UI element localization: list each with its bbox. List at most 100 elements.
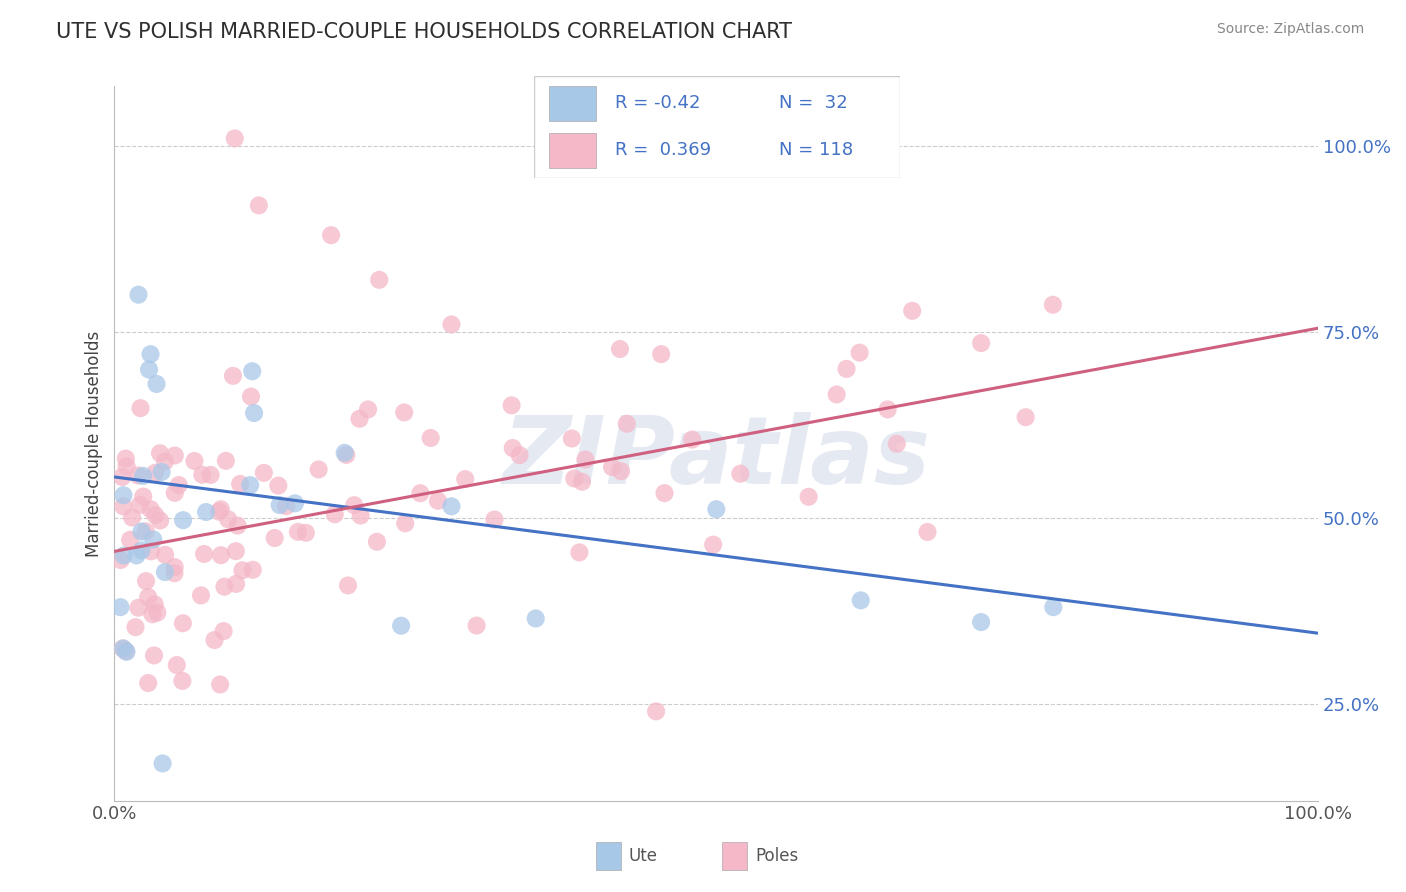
Point (146, 606, 169, 620)
Point (392, 405, 415, 419)
Point (149, 446, 172, 460)
Point (440, 318, 463, 332)
Point (114, 451, 136, 466)
Point (204, 633, 226, 648)
Point (287, 524, 309, 539)
Point (337, 578, 360, 592)
Point (163, 449, 186, 463)
Point (702, 538, 724, 552)
Point (212, 624, 235, 639)
Point (704, 502, 727, 516)
Point (502, 441, 524, 455)
Point (136, 676, 159, 690)
Bar (596, 842, 621, 870)
Point (269, 498, 291, 512)
Point (276, 500, 298, 514)
Point (440, 500, 463, 514)
Point (1042, 600, 1064, 615)
Point (333, 446, 356, 460)
Point (389, 618, 412, 632)
Bar (548, 133, 596, 168)
Point (616, 417, 638, 431)
Point (112, 641, 135, 656)
Point (568, 545, 591, 559)
Point (419, 431, 441, 445)
Point (574, 452, 596, 467)
Point (970, 615, 993, 629)
Point (193, 547, 215, 561)
Point (163, 560, 186, 574)
Point (121, 510, 143, 524)
Point (730, 467, 752, 481)
Point (131, 524, 153, 539)
Point (225, 544, 247, 558)
Point (231, 563, 253, 577)
Point (465, 618, 488, 632)
Point (323, 507, 346, 521)
Point (152, 756, 174, 771)
Point (112, 488, 135, 502)
Point (319, 228, 342, 243)
Point (284, 496, 307, 510)
Text: Poles: Poles (755, 847, 799, 865)
Point (153, 548, 176, 562)
Point (654, 486, 676, 500)
Point (524, 611, 547, 625)
Point (110, 553, 132, 567)
Point (368, 273, 391, 287)
Point (183, 454, 205, 468)
Point (153, 454, 176, 468)
Point (650, 347, 672, 361)
Point (125, 549, 148, 563)
Point (209, 502, 232, 516)
Point (200, 467, 222, 482)
Point (208, 505, 231, 519)
Bar (723, 842, 748, 870)
Point (225, 577, 247, 591)
Point (167, 478, 190, 492)
Point (562, 471, 585, 485)
Point (127, 600, 149, 615)
Point (239, 478, 262, 492)
Point (901, 303, 924, 318)
Point (226, 518, 249, 533)
Point (129, 401, 152, 416)
Point (143, 598, 166, 612)
Point (797, 490, 820, 504)
Point (145, 376, 167, 391)
Point (163, 485, 186, 500)
Point (115, 459, 138, 474)
Point (349, 411, 371, 425)
Bar (548, 87, 596, 121)
Point (409, 486, 432, 500)
Point (848, 345, 870, 359)
Point (917, 524, 939, 539)
Point (253, 466, 276, 480)
Point (209, 548, 232, 562)
Point (454, 472, 477, 486)
Text: UTE VS POLISH MARRIED-COUPLE HOUSEHOLDS CORRELATION CHART: UTE VS POLISH MARRIED-COUPLE HOUSEHOLDS … (56, 22, 792, 42)
Point (115, 644, 138, 658)
Point (135, 524, 157, 539)
Point (222, 368, 245, 383)
Text: ZIPatlas: ZIPatlas (502, 412, 931, 504)
Point (142, 533, 165, 547)
Point (127, 468, 149, 483)
Point (484, 512, 506, 526)
Point (190, 588, 212, 602)
Point (240, 364, 263, 378)
Point (242, 563, 264, 577)
Point (143, 466, 166, 480)
Point (394, 516, 416, 531)
Point (139, 347, 162, 361)
Point (600, 460, 623, 475)
Point (243, 406, 266, 420)
Point (139, 502, 162, 516)
Point (247, 198, 270, 212)
Point (124, 620, 146, 634)
Point (876, 402, 898, 417)
Text: Source: ZipAtlas.com: Source: ZipAtlas.com (1216, 22, 1364, 37)
Point (111, 641, 134, 656)
Point (267, 478, 290, 492)
Point (357, 402, 380, 417)
